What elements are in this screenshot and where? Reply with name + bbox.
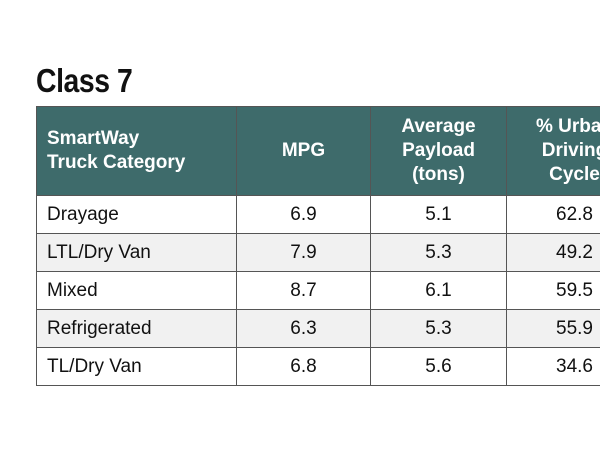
header-line: % Urban: [535, 116, 600, 137]
value-cell: 6.3: [236, 309, 371, 348]
value-cell: 62.8: [506, 195, 600, 234]
header-line: Driving: [541, 140, 600, 161]
header-line: Average: [401, 116, 476, 137]
value-cell: 55.9: [506, 309, 600, 348]
category-cell: Refrigerated: [36, 309, 237, 348]
value-cell: 5.1: [370, 195, 507, 234]
value-cell: 34.6: [506, 347, 600, 386]
header-line: Truck Category: [47, 152, 186, 173]
header-line: Payload: [402, 140, 475, 161]
header-line: SmartWay: [47, 128, 140, 149]
table-row: LTL/Dry Van 7.9 5.3 49.2: [36, 233, 600, 272]
header-cell: SmartWay Truck Category: [36, 106, 237, 196]
table-row: Drayage 6.9 5.1 62.8: [36, 195, 600, 234]
value-cell: 5.6: [370, 347, 507, 386]
value-cell: 6.9: [236, 195, 371, 234]
header-cell: Average Payload (tons): [370, 106, 507, 196]
value-cell: 8.7: [236, 271, 371, 310]
table-body: Drayage 6.9 5.1 62.8 LTL/Dry Van 7.9 5.3 49.2 Mi…: [36, 195, 600, 386]
table-row: Mixed 8.7 6.1 59.5: [36, 271, 600, 310]
table-row: TL/Dry Van 6.8 5.6 34.6: [36, 347, 600, 386]
header-line: (tons): [412, 164, 465, 185]
value-cell: 49.2: [506, 233, 600, 272]
header-row: SmartWay Truck Category MPG Average Payload (…: [36, 106, 600, 196]
header-line: Cycle: [549, 164, 600, 185]
table-container: SmartWay Truck Category MPG Average Payload (…: [36, 106, 600, 386]
value-cell: 59.5: [506, 271, 600, 310]
category-cell: Drayage: [36, 195, 237, 234]
table-row: Refrigerated 6.3 5.3 55.9: [36, 309, 600, 348]
category-cell: TL/Dry Van: [36, 347, 237, 386]
value-cell: 6.8: [236, 347, 371, 386]
category-cell: LTL/Dry Van: [36, 233, 237, 272]
header-line: MPG: [281, 140, 326, 161]
value-cell: 5.3: [370, 309, 507, 348]
header-cell: % Urban Driving Cycle: [506, 106, 600, 196]
category-cell: Mixed: [36, 271, 237, 310]
value-cell: 6.1: [370, 271, 507, 310]
value-cell: 7.9: [236, 233, 371, 272]
table: SmartWay Truck Category MPG Average Payload (…: [36, 106, 600, 386]
value-cell: 5.3: [370, 233, 507, 272]
header-cell: MPG: [236, 106, 371, 196]
title: Class 7: [36, 62, 133, 99]
